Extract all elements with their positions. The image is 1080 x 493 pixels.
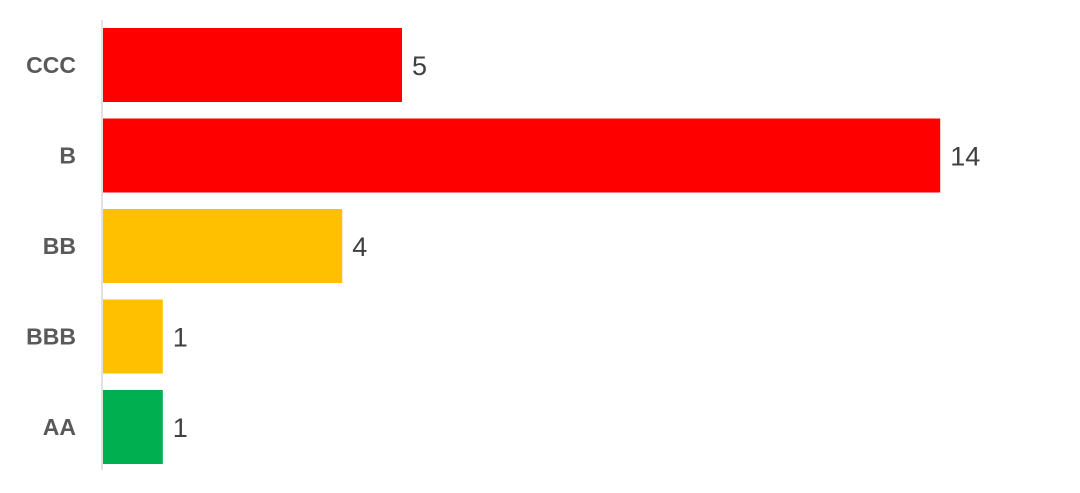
- data-label: 1: [173, 413, 188, 443]
- bar-bb: [103, 209, 343, 283]
- bar-aa: [103, 390, 163, 464]
- bar-bbb: [103, 299, 163, 374]
- data-label: 1: [173, 323, 188, 353]
- data-label: 4: [352, 232, 367, 262]
- category-label: BBB: [26, 324, 76, 350]
- category-label: B: [59, 143, 76, 169]
- bar-ccc: [103, 28, 402, 102]
- category-label: BB: [43, 233, 76, 259]
- category-label: CCC: [26, 52, 76, 78]
- data-label: 5: [412, 51, 427, 81]
- bar-b: [103, 118, 941, 193]
- data-label: 14: [950, 142, 980, 172]
- category-label: AA: [43, 414, 76, 440]
